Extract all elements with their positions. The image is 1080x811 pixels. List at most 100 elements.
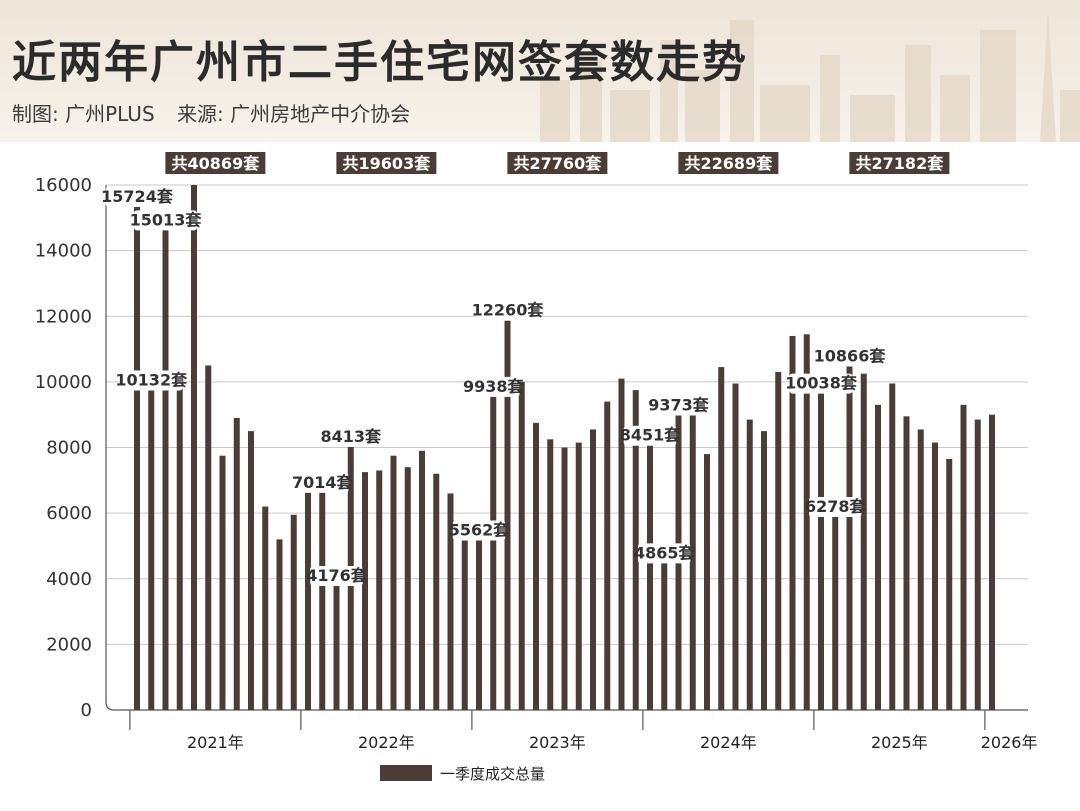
data-label: 8413套 <box>320 427 382 446</box>
data-label-background <box>476 300 539 321</box>
bar <box>832 504 839 710</box>
year-total-badge <box>849 152 950 174</box>
data-label: 10038套 <box>785 374 858 393</box>
data-label: 6278套 <box>805 497 867 516</box>
header-banner: 近两年广州市二手住宅网签套数走势 制图: 广州PLUS 来源: 广州房地产中介协… <box>0 0 1080 142</box>
bar <box>946 458 953 710</box>
data-label: 4176套 <box>306 566 368 585</box>
bar <box>903 416 910 710</box>
bar <box>504 307 511 710</box>
year-total-badge <box>336 152 437 174</box>
data-label: 10866套 <box>814 346 887 365</box>
bar <box>632 390 639 710</box>
bar <box>846 353 853 710</box>
bar <box>789 335 796 710</box>
y-tick-label: 10000 <box>35 372 92 393</box>
y-tick-label: 2000 <box>46 634 92 655</box>
y-tick-label: 14000 <box>35 241 92 262</box>
data-label: 15724套 <box>101 187 174 206</box>
legend-swatch <box>380 765 432 781</box>
bar <box>248 431 254 710</box>
y-tick-label: 4000 <box>46 569 92 590</box>
bar-chart: 0 2000 4000 6000 8000 10000 12000 14000 16000 202… <box>35 152 1038 783</box>
x-tick-label: 2026年 <box>981 733 1038 752</box>
bar <box>419 450 425 710</box>
bar <box>134 194 140 710</box>
bar <box>647 432 653 710</box>
bar <box>219 455 226 710</box>
bar <box>561 447 568 710</box>
data-label-background <box>452 520 506 541</box>
year-total-label: 共19603套 <box>343 154 432 173</box>
data-label-background <box>324 426 377 447</box>
data-label-background <box>789 373 853 394</box>
year-total-badge <box>678 152 779 174</box>
bar <box>162 217 169 711</box>
data-label-background <box>105 187 169 208</box>
bar <box>404 467 411 710</box>
year-total-label: 共27182套 <box>856 154 945 173</box>
credit-text: 制图: 广州PLUS <box>12 102 155 126</box>
x-tick-label: 2023年 <box>529 733 586 752</box>
bar <box>518 381 525 710</box>
data-label-background <box>119 370 183 391</box>
data-label: 8451套 <box>620 426 682 445</box>
data-label-background <box>296 472 349 493</box>
bar <box>604 401 611 710</box>
bar <box>875 404 881 710</box>
bar <box>533 422 539 710</box>
data-label: 15013套 <box>130 210 203 229</box>
data-label: 7014套 <box>292 473 354 492</box>
year-total-badge <box>507 152 608 174</box>
bar <box>276 539 283 710</box>
x-tick-label: 2025年 <box>871 733 928 752</box>
bar <box>176 375 183 710</box>
source-text: 来源: 广州房地产中介协会 <box>177 102 411 126</box>
data-label: 9373套 <box>648 395 710 414</box>
data-label: 5562套 <box>449 520 511 539</box>
bar <box>191 185 197 710</box>
city-skyline-graphic <box>540 10 1080 142</box>
data-label-background <box>652 395 705 416</box>
data-label-background <box>818 346 881 367</box>
data-label-background <box>467 376 520 397</box>
bar <box>205 365 212 710</box>
x-tick-label: 2024年 <box>700 733 757 752</box>
bar <box>305 483 311 710</box>
bar <box>233 417 240 710</box>
bar <box>333 572 340 710</box>
bar <box>974 419 981 710</box>
bar <box>148 377 155 710</box>
bar <box>761 431 767 710</box>
bar <box>775 372 782 710</box>
bar <box>960 404 967 710</box>
y-tick-label: 6000 <box>46 503 92 524</box>
bar <box>476 527 482 710</box>
page-title: 近两年广州市二手住宅网签套数走势 <box>12 37 748 88</box>
bar <box>490 383 497 710</box>
year-total-badge <box>165 152 266 174</box>
bar <box>319 479 326 710</box>
y-tick-label: 12000 <box>35 306 92 327</box>
bar <box>290 514 297 710</box>
bar <box>376 470 383 710</box>
bar <box>917 429 924 710</box>
data-label: 12260套 <box>472 301 545 320</box>
x-tick-label: 2022年 <box>358 733 415 752</box>
y-tick-label: 8000 <box>46 438 92 459</box>
bar <box>390 455 397 710</box>
bar <box>447 493 454 710</box>
bar <box>746 419 753 710</box>
bar <box>860 373 867 710</box>
bar <box>618 378 625 710</box>
data-label-background <box>638 543 691 564</box>
year-total-label: 共27760套 <box>514 154 603 173</box>
bar <box>818 380 824 710</box>
year-total-label: 共22689套 <box>685 154 774 173</box>
data-label-background <box>134 210 197 231</box>
bar <box>262 506 269 710</box>
data-label: 10132套 <box>115 371 188 390</box>
bar <box>661 550 668 710</box>
subtitle: 制图: 广州PLUS 来源: 广州房地产中介协会 <box>12 98 410 127</box>
bar <box>575 442 582 710</box>
